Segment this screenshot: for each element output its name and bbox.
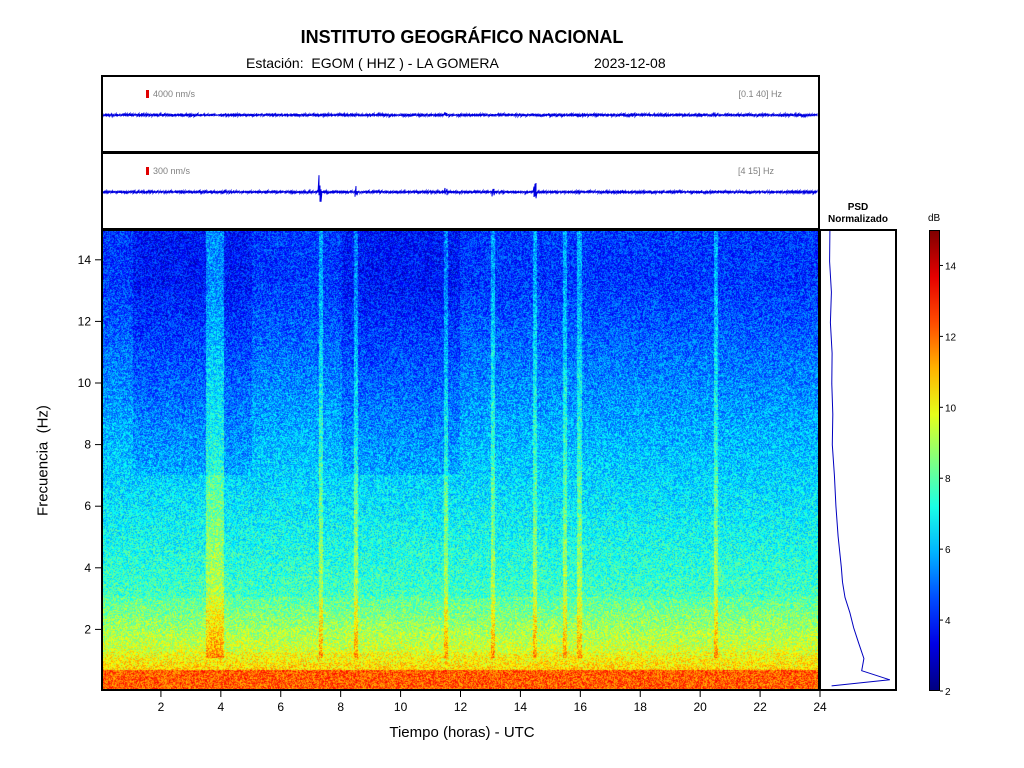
x-tick-label: 10 [394, 700, 408, 714]
y-tick-label: 4 [84, 561, 91, 575]
y-tick-label: 2 [84, 622, 91, 636]
scale-bar-marker [146, 90, 149, 98]
x-tick-label: 16 [574, 700, 588, 714]
seismogram-trace [103, 111, 818, 119]
psd-title-line1: PSD [847, 202, 869, 213]
x-tick-label: 14 [514, 700, 528, 714]
x-tick-label: 2 [158, 700, 165, 714]
x-axis-label: Tiempo (horas) - UTC [389, 724, 535, 741]
colorbar-unit: dB [928, 213, 941, 224]
seismogram-trace [103, 175, 818, 202]
psd-curve [829, 230, 890, 687]
colorbar [929, 230, 940, 691]
y-tick-label: 14 [78, 253, 92, 267]
colorbar-tick-label: 14 [945, 261, 957, 272]
station-line: Estación: EGOM ( HHZ ) - LA GOMERA [246, 55, 499, 71]
date-label: 2023-12-08 [594, 55, 666, 71]
x-tick-label: 8 [337, 700, 344, 714]
colorbar-tick-label: 10 [945, 403, 957, 414]
filter-band-label: [4 15] Hz [737, 166, 774, 176]
colorbar-tick-label: 12 [945, 332, 957, 343]
x-tick-label: 20 [693, 700, 707, 714]
psd-panel [819, 229, 897, 691]
amplitude-scale-label: 4000 nm/s [153, 89, 196, 99]
psd-title: PSD Normalizado [819, 202, 897, 226]
psd-title-line2: Normalizado [827, 214, 888, 225]
y-tick-label: 10 [78, 376, 92, 390]
y-tick-label: 8 [84, 438, 91, 452]
x-tick-label: 18 [634, 700, 648, 714]
spectrogram-heatmap [103, 231, 818, 689]
x-tick-label: 4 [217, 700, 224, 714]
y-tick-label: 6 [84, 499, 91, 513]
colorbar-tick-label: 8 [945, 474, 951, 485]
colorbar-tick-label: 2 [945, 687, 951, 698]
x-tick-label: 12 [454, 700, 468, 714]
psd-curve-plot [829, 230, 890, 687]
scale-bar-marker [146, 167, 149, 175]
colorbar-tick-label: 4 [945, 616, 951, 627]
x-tick-label: 24 [813, 700, 827, 714]
x-tick-label: 22 [753, 700, 767, 714]
y-tick-label: 12 [78, 314, 92, 328]
page-title: INSTITUTO GEOGRÁFICO NACIONAL [300, 27, 624, 47]
spectrogram-plot [101, 229, 820, 691]
x-tick-label: 6 [277, 700, 284, 714]
amplitude-scale-label: 300 nm/s [153, 166, 191, 176]
colorbar-tick-label: 6 [945, 545, 951, 556]
filter-band-label: [0.1 40] Hz [738, 89, 782, 99]
